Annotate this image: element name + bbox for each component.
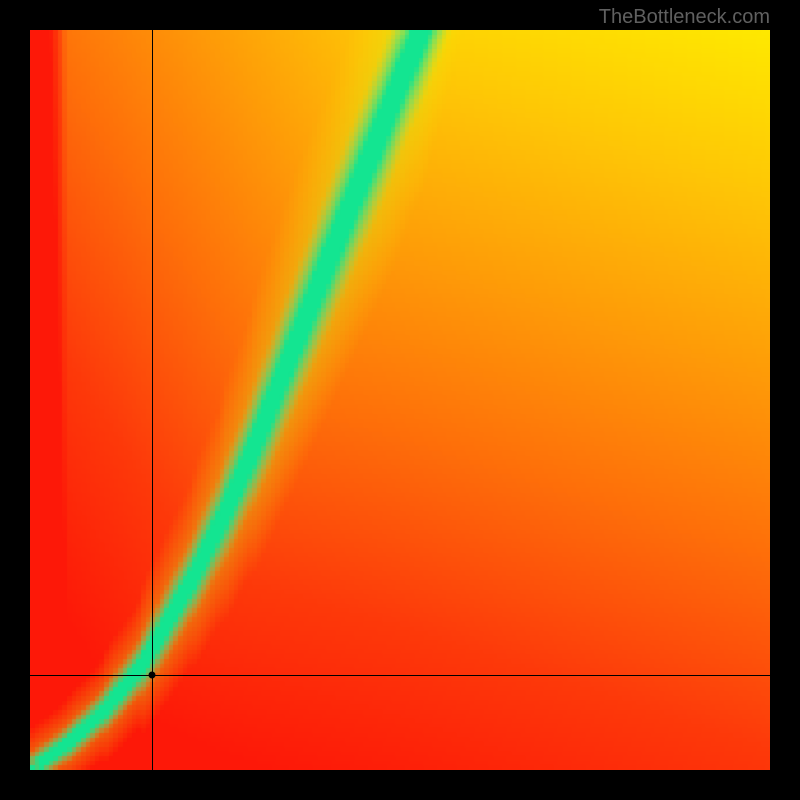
plot-area [30, 30, 770, 770]
watermark-text: TheBottleneck.com [599, 6, 770, 29]
marker-dot [149, 672, 156, 679]
chart-container: TheBottleneck.com [0, 0, 800, 800]
heatmap-canvas [30, 30, 770, 770]
crosshair-horizontal [30, 675, 770, 676]
crosshair-vertical [152, 30, 153, 770]
